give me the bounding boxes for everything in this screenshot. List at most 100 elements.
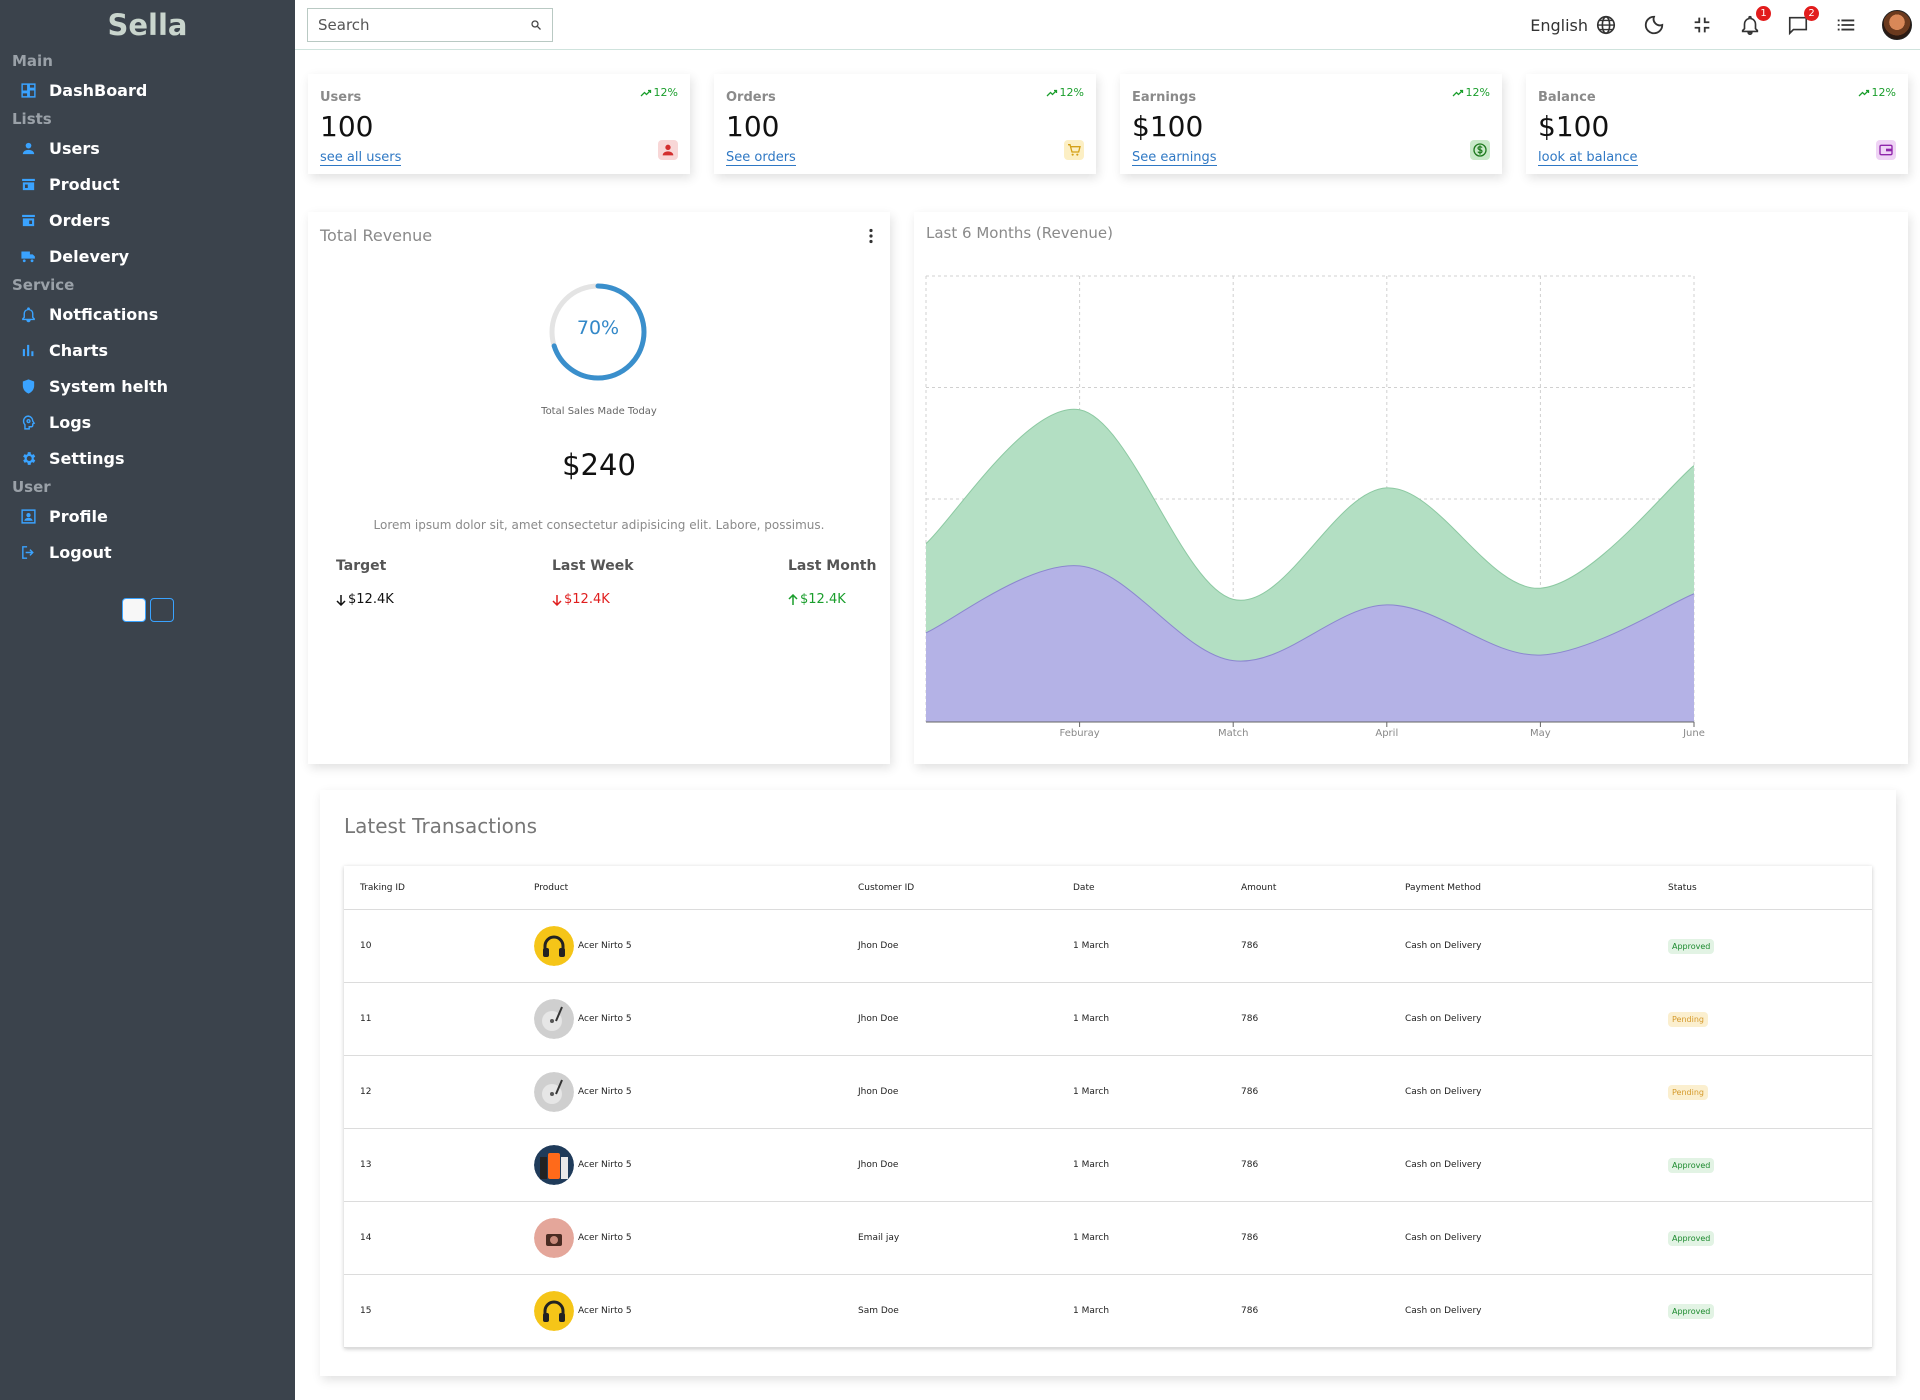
globe-icon[interactable] (1594, 13, 1618, 37)
status-cell: Pending (1668, 1084, 1872, 1100)
column-header: Product (534, 882, 569, 893)
section-title-lists: Lists (12, 110, 52, 128)
stat-target: Target $12.4K (336, 558, 394, 607)
area-series-line-1 (925, 565, 1695, 662)
light-theme-button[interactable] (121, 598, 146, 622)
messages-badge: 2 (1804, 6, 1819, 21)
date: 1 March (1073, 1233, 1110, 1243)
sidebar-item-settings[interactable]: Settings (0, 440, 295, 476)
dark-mode-icon[interactable] (1642, 13, 1666, 37)
table-row[interactable]: 10 Acer Nirto 5 Jhon Doe 1 March 786 Cash on … (344, 910, 1872, 983)
stat-last-month: Last Month $12.4K (788, 558, 876, 607)
revenue-description: Lorem ipsum dolor sit, amet consectetur … (373, 518, 825, 532)
wallet-icon (1876, 140, 1896, 160)
app-logo[interactable]: Sella (107, 8, 188, 42)
amount: 786 (1241, 1306, 1259, 1316)
customer-id: Jhon Doe (858, 1087, 899, 1097)
amount: 786 (1241, 1087, 1259, 1097)
sidebar-item-users[interactable]: Users (0, 130, 295, 166)
look-at-balance-link[interactable]: look at balance (1538, 150, 1638, 166)
customer-id: Jhon Doe (858, 941, 899, 951)
product-cell: Acer Nirto 5 (534, 999, 858, 1039)
search-box (307, 8, 553, 42)
see-earnings-link[interactable]: See earnings (1132, 150, 1217, 166)
stat-title: Target (336, 558, 387, 574)
section-title-main: Main (12, 52, 53, 70)
product-image (534, 926, 574, 966)
total-revenue-card: Total Revenue 70% Total Sales Made Today… (308, 212, 890, 764)
see-all-users-link[interactable]: see all users (320, 150, 402, 166)
customer-id: Sam Doe (858, 1306, 899, 1316)
avatar[interactable] (1882, 10, 1912, 40)
sidebar-item-logs[interactable]: Logs (0, 404, 295, 440)
date: 1 March (1073, 941, 1110, 951)
product-name: Acer Nirto 5 (578, 1014, 632, 1024)
list-icon[interactable] (1834, 13, 1858, 37)
sidebar-item-label: Profile (49, 506, 108, 526)
product-cell: Acer Nirto 5 (534, 1145, 858, 1185)
widget-value: $100 (1132, 110, 1204, 143)
amount: 786 (1241, 941, 1259, 951)
search-icon[interactable] (530, 16, 542, 35)
status-cell: Approved (1668, 1303, 1872, 1319)
orders-icon (19, 211, 37, 229)
search-input[interactable] (318, 16, 530, 34)
table-row[interactable]: 15 Acer Nirto 5 Sam Doe 1 March 786 Cash on D… (344, 1275, 1872, 1348)
widget-earnings: Earnings 12% $100 See earnings (1120, 74, 1502, 174)
person-icon (658, 140, 678, 160)
status-badge: Pending (1668, 1011, 1708, 1027)
x-tick-label: Match (1218, 728, 1249, 739)
sidebar-item-profile[interactable]: Profile (0, 498, 295, 534)
sidebar-item-label: Logs (49, 412, 92, 432)
dark-theme-button[interactable] (149, 598, 174, 622)
widget-value: $100 (1538, 110, 1610, 143)
x-tick-label: May (1530, 728, 1551, 739)
stat-value: $12.4K (336, 592, 394, 607)
payment-method: Cash on Delivery (1405, 1233, 1482, 1243)
table-row[interactable]: 11 Acer Nirto 5 Jhon Doe 1 March 786 Cash on … (344, 983, 1872, 1056)
card-title: Total Revenue (320, 226, 433, 245)
language-label[interactable]: English (1530, 15, 1588, 35)
sidebar-item-system-health[interactable]: System helth (0, 368, 295, 404)
status-cell: Approved (1668, 1230, 1872, 1246)
transactions-table: Traking ID Product Customer ID Date Amou… (344, 866, 1872, 1348)
product-name: Acer Nirto 5 (578, 1306, 632, 1316)
sidebar-item-notifications[interactable]: Notfications (0, 296, 295, 332)
amount: 786 (1241, 1014, 1259, 1024)
more-vert-icon[interactable] (868, 228, 874, 244)
widget-title: Balance (1538, 90, 1596, 105)
topbar-actions: English 1 2 (1530, 0, 1920, 50)
product-cell: Acer Nirto 5 (534, 926, 858, 966)
revenue-chart-card: Last 6 Months (Revenue) Feburay Match Apri… (914, 212, 1908, 764)
stat-value: $12.4K (788, 592, 876, 607)
sidebar-item-delivery[interactable]: Delevery (0, 238, 295, 274)
sidebar-item-orders[interactable]: Orders (0, 202, 295, 238)
sidebar-item-dashboard[interactable]: DashBoard (0, 72, 295, 108)
see-orders-link[interactable]: See orders (726, 150, 796, 166)
product-name: Acer Nirto 5 (578, 1160, 632, 1170)
product-image (534, 999, 574, 1039)
person-icon (19, 139, 37, 157)
logout-icon (19, 543, 37, 561)
table-row[interactable]: 14 Acer Nirto 5 Email jay 1 March 786 Cash on… (344, 1202, 1872, 1275)
payment-method: Cash on Delivery (1405, 941, 1482, 951)
area-series-1 (926, 565, 1694, 722)
sidebar-item-label: Settings (49, 448, 125, 468)
chat-icon[interactable]: 2 (1786, 6, 1819, 37)
column-header: Amount (1241, 882, 1277, 893)
sidebar-item-logout[interactable]: Logout (0, 534, 295, 570)
customer-id: Email jay (858, 1233, 900, 1243)
fullscreen-exit-icon[interactable] (1690, 13, 1714, 37)
x-tick-label: Feburay (1059, 728, 1099, 739)
sidebar-item-product[interactable]: Product (0, 166, 295, 202)
widget-title: Earnings (1132, 90, 1197, 105)
notifications-badge: 1 (1756, 6, 1771, 21)
sidebar-item-charts[interactable]: Charts (0, 332, 295, 368)
notifications-icon[interactable]: 1 (1738, 6, 1771, 37)
bar-chart-icon (19, 341, 37, 359)
product-name: Acer Nirto 5 (578, 1087, 632, 1097)
column-header: Traking ID (360, 882, 405, 893)
table-row[interactable]: 13 Acer Nirto 5 Jhon Doe 1 March 786 Cash on … (344, 1129, 1872, 1202)
table-row[interactable]: 12 Acer Nirto 5 Jhon Doe 1 March 786 Cash on … (344, 1056, 1872, 1129)
progress-ring (549, 283, 647, 381)
